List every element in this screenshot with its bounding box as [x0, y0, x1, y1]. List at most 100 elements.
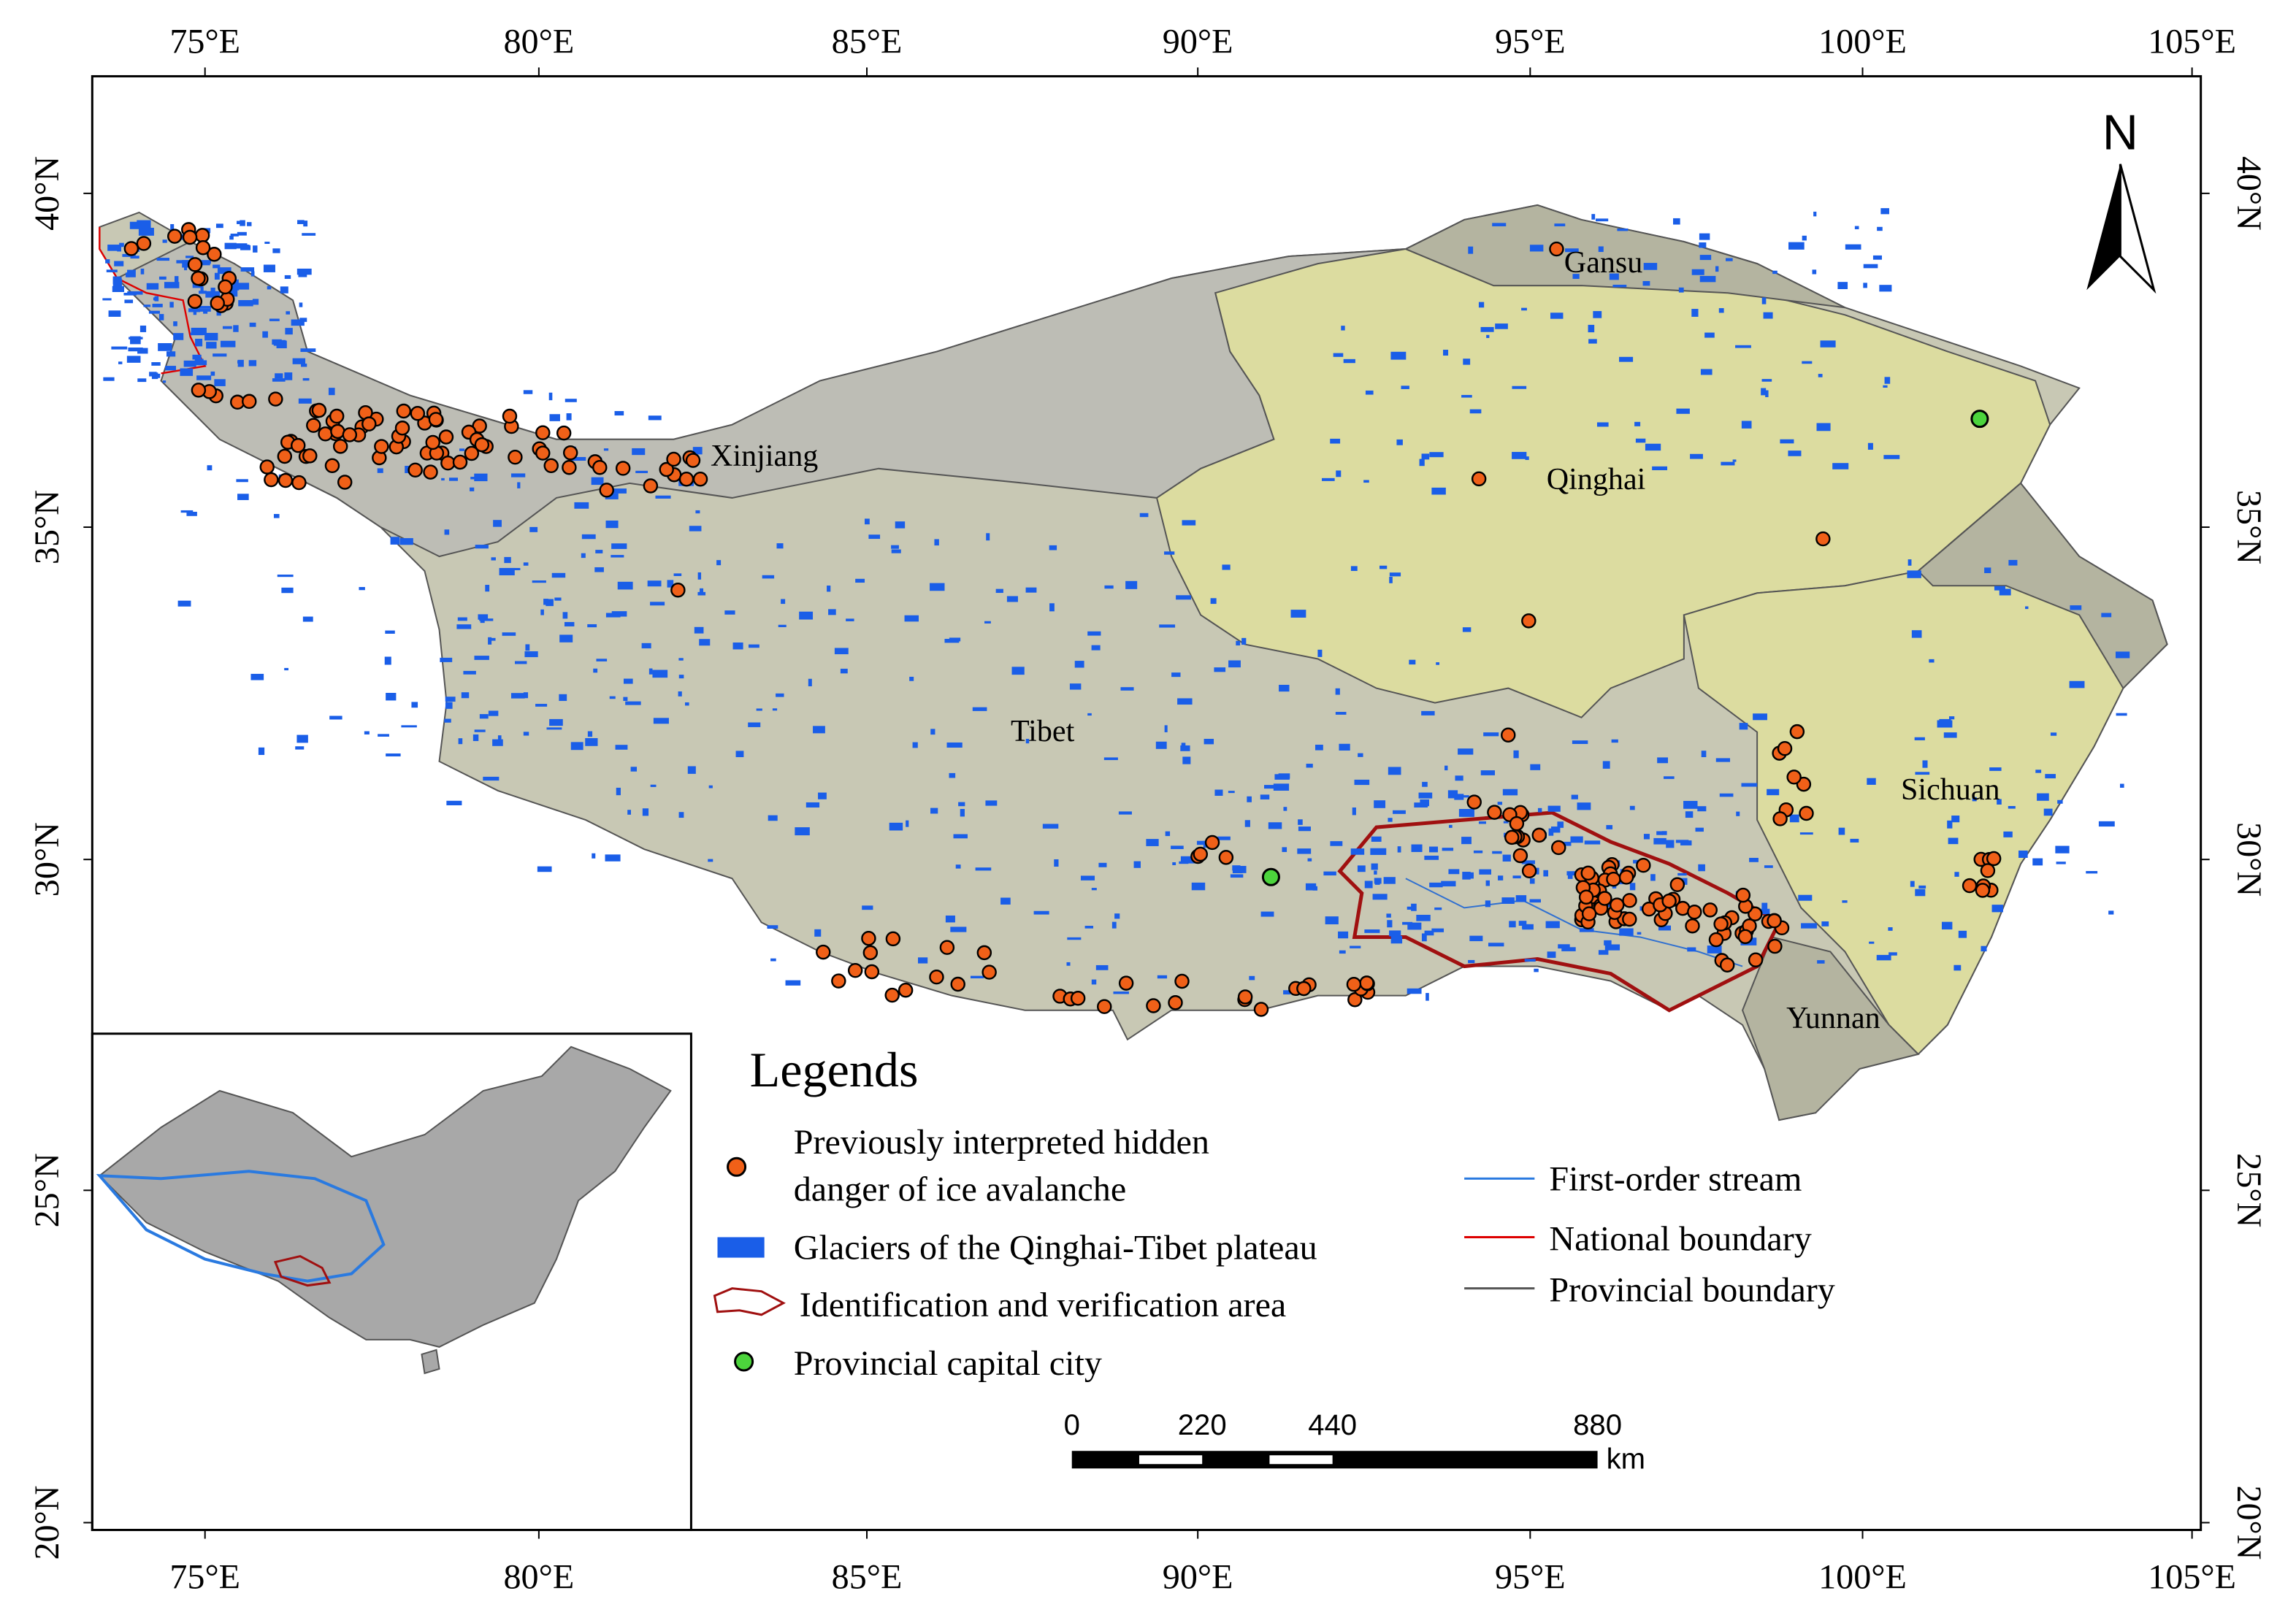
glacier — [269, 318, 280, 321]
glacier — [1279, 684, 1290, 692]
glacier — [1559, 841, 1572, 846]
glacier — [459, 448, 465, 451]
avalanche-point — [1466, 794, 1482, 810]
glacier — [186, 511, 197, 516]
glacier — [1365, 390, 1374, 395]
glacier — [180, 510, 194, 513]
lon-label: 100°E — [1818, 22, 1907, 61]
glacier — [546, 727, 562, 730]
glacier — [1363, 480, 1369, 483]
glacier — [1764, 865, 1773, 868]
avalanche-point — [831, 973, 846, 989]
glacier — [1497, 802, 1503, 805]
avalanche-point — [264, 472, 279, 488]
glacier — [463, 670, 476, 675]
glacier — [1543, 870, 1548, 877]
glacier — [1434, 907, 1442, 910]
glacier — [1025, 738, 1030, 744]
avalanche-point — [1975, 883, 1991, 898]
glacier — [1091, 888, 1097, 891]
glacier — [1330, 438, 1341, 444]
glacier — [1087, 713, 1092, 716]
glacier — [1534, 968, 1539, 973]
lon-label: 85°E — [832, 1558, 903, 1597]
glacier — [190, 332, 204, 336]
lon-label: 90°E — [1163, 1558, 1233, 1597]
glacier — [581, 553, 586, 559]
glacier — [605, 854, 621, 862]
glacier — [299, 302, 303, 307]
glacier — [1642, 280, 1650, 286]
glacier — [267, 285, 272, 290]
avalanche-point — [1767, 938, 1783, 954]
lon-label: 80°E — [504, 1558, 575, 1597]
glacier — [549, 414, 560, 421]
glacier — [140, 268, 145, 275]
glacier — [137, 378, 147, 383]
glacier — [1442, 848, 1454, 851]
avalanche-point — [1687, 904, 1702, 920]
glacier — [1374, 870, 1377, 875]
glacier — [1350, 945, 1361, 948]
avalanche-point — [670, 583, 686, 598]
glacier — [1749, 857, 1759, 862]
avalanche-point — [407, 462, 423, 478]
glacier — [493, 520, 502, 527]
region-label: Gansu — [1564, 245, 1643, 280]
glacier — [985, 800, 998, 806]
glacier — [284, 372, 293, 380]
glacier — [865, 518, 870, 525]
glacier — [1715, 266, 1719, 272]
glacier — [296, 734, 308, 743]
glacier — [146, 283, 159, 290]
glacier — [1548, 828, 1554, 836]
glacier — [1091, 645, 1101, 651]
glacier — [1461, 837, 1472, 845]
glacier — [1485, 880, 1490, 886]
glacier — [1389, 930, 1401, 937]
glacier — [1572, 740, 1588, 744]
glacier — [126, 356, 141, 363]
glacier — [291, 319, 305, 326]
glacier — [949, 772, 956, 778]
glacier — [548, 392, 553, 401]
glacier — [1426, 993, 1429, 1001]
glacier — [648, 668, 653, 675]
glacier — [210, 371, 215, 376]
glacier — [1872, 255, 1882, 260]
glacier — [1350, 566, 1358, 571]
glacier — [237, 494, 249, 500]
avalanche-point — [374, 439, 389, 454]
glacier — [1788, 450, 1802, 456]
glacier — [505, 567, 521, 570]
glacier — [909, 676, 914, 681]
glacier — [2086, 871, 2098, 874]
glacier — [236, 479, 248, 483]
avalanche-point — [210, 296, 225, 311]
glacier — [480, 620, 485, 624]
glacier — [1182, 756, 1191, 764]
glacier — [1241, 637, 1247, 645]
avalanche-point — [643, 478, 659, 494]
glacier — [667, 580, 674, 588]
glacier — [301, 364, 307, 367]
glacier — [1103, 757, 1118, 761]
glacier — [474, 729, 486, 732]
glacier — [904, 615, 919, 622]
glacier — [523, 732, 529, 736]
glacier — [128, 347, 143, 352]
glacier — [1171, 672, 1181, 678]
glacier — [1907, 570, 1921, 578]
glacier — [215, 223, 223, 229]
legend-label: Provincial boundary — [1549, 1271, 1834, 1310]
glacier — [1547, 805, 1561, 812]
glacier — [1854, 226, 1859, 229]
glacier — [772, 708, 778, 711]
lat-label: 35°N — [2230, 490, 2268, 564]
glacier — [444, 718, 451, 723]
glacier — [1374, 878, 1382, 884]
glacier — [523, 692, 529, 699]
avalanche-point — [1296, 981, 1312, 997]
glacier — [1551, 826, 1561, 833]
glacier — [470, 487, 475, 491]
